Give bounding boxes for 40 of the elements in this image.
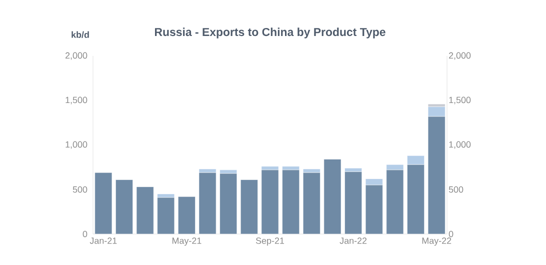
y2-tick-label: 1,000: [449, 141, 471, 149]
bar: [324, 159, 342, 234]
y-tick-label: 500: [72, 186, 88, 193]
bar: [365, 184, 383, 234]
bar: [344, 172, 362, 234]
bar: [261, 170, 279, 234]
y2-tick-label: 1,500: [449, 96, 471, 104]
bar: [282, 170, 300, 234]
x-tick-label: May-21: [172, 238, 202, 246]
bar: [157, 197, 175, 234]
y-tick-label: 1,000: [66, 141, 88, 149]
bar: [428, 116, 446, 234]
bar: [94, 172, 112, 234]
bar: [116, 180, 133, 234]
bar: [407, 164, 424, 234]
x-tick-label: May-22: [422, 238, 452, 246]
x-tick-label: Jan-22: [340, 238, 367, 244]
bar: [386, 170, 404, 234]
x-tick-label: Jan-21: [90, 238, 117, 244]
bar: [198, 168, 216, 173]
y2-tick-label: 500: [448, 186, 464, 193]
bar: [136, 186, 154, 234]
y-tick-label: 1,500: [66, 96, 88, 104]
y-axis-title: kb/d: [72, 31, 89, 38]
y-tick-label: 2,000: [66, 52, 88, 60]
bar: [302, 168, 320, 173]
bar: [407, 156, 424, 165]
chart-title: Russia - Exports to China by Product Type: [155, 28, 386, 38]
bar: [220, 173, 238, 234]
bar: [302, 172, 320, 234]
bar: [365, 178, 383, 186]
bar: [344, 168, 362, 172]
x-tick-label: Sep-21: [256, 238, 284, 246]
y2-tick-label: 2,000: [448, 52, 471, 60]
bar: [198, 172, 216, 234]
y2-tick-label: 0: [448, 230, 454, 238]
bar: [178, 196, 196, 234]
y-tick-label: 0: [82, 230, 88, 238]
bar: [386, 164, 404, 170]
bar: [240, 180, 258, 234]
